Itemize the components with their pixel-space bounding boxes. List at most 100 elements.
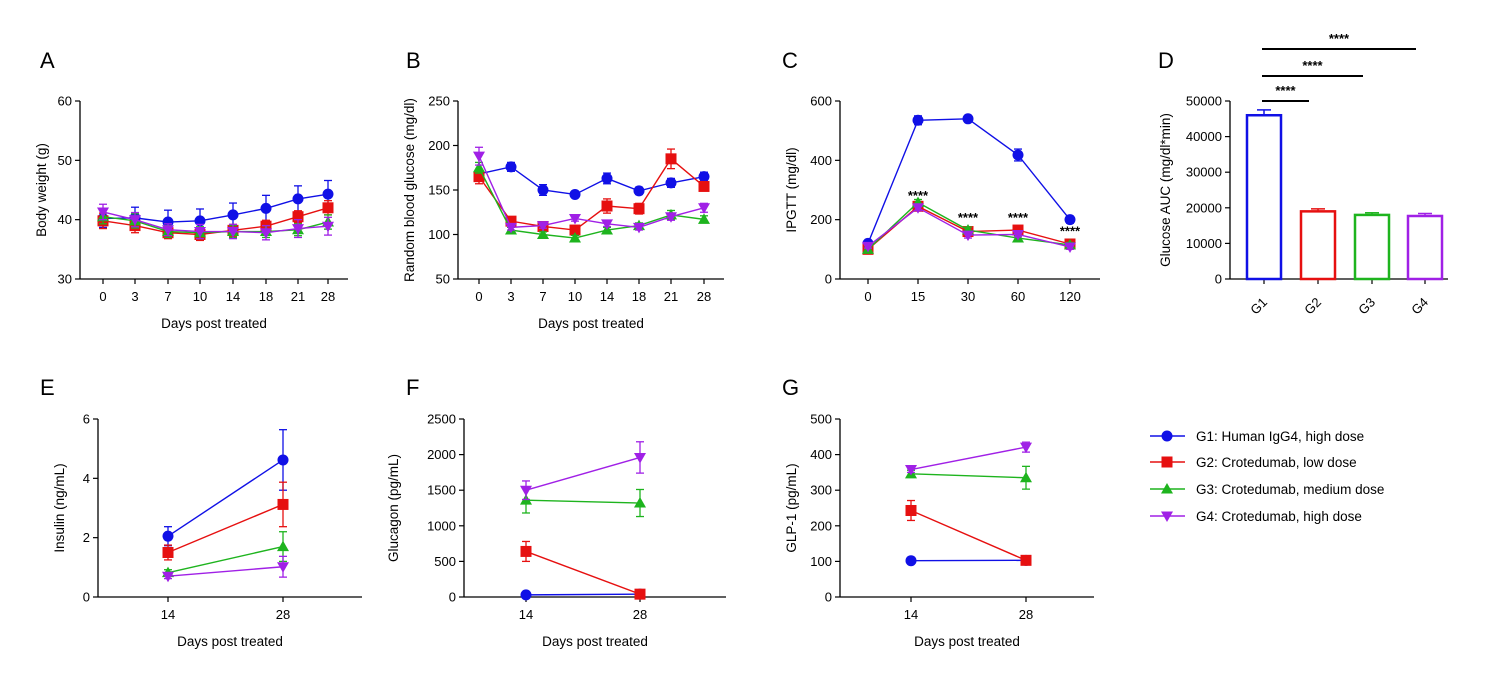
panel-e-ytick-label: 4 [83, 471, 90, 486]
panel-b-xtick-label: 21 [664, 289, 678, 304]
panel-a-ytick-label: 30 [58, 272, 72, 287]
panel-f-x-label: Days post treated [542, 634, 648, 649]
panel-a-point [129, 215, 141, 226]
panel-f-xtick-label: 14 [519, 607, 533, 622]
panel-e-y-label: Insulin (ng/mL) [52, 463, 67, 552]
panel-c-point [1064, 214, 1076, 226]
panel-b-point [505, 161, 517, 173]
legend-label: G4: Crotedumab, high dose [1196, 509, 1362, 524]
legend-label: G1: Human IgG4, high dose [1196, 429, 1364, 444]
panel-g-point [905, 555, 917, 567]
panel-g-ytick-label: 500 [810, 412, 832, 427]
panel-b-point [601, 172, 613, 184]
panel-b-series-line [478, 155, 705, 229]
panel-a-xtick-label: 18 [259, 289, 273, 304]
panel-e-xtick-label: 28 [276, 607, 290, 622]
panel-e-ytick-label: 2 [83, 530, 90, 545]
panel-d-xtick-label: G2 [1301, 295, 1324, 318]
panel-f-ytick-label: 0 [449, 590, 456, 605]
legend-label: G3: Crotedumab, medium dose [1196, 482, 1384, 497]
panel-g-series-line [910, 473, 1027, 479]
panel-c-xtick-label: 120 [1059, 289, 1081, 304]
panel-a-series-g4 [97, 203, 334, 241]
panel-b-point [505, 222, 517, 234]
panel-f-point [520, 485, 532, 497]
panel-g-point [905, 465, 917, 476]
panel-e-series-g3 [162, 531, 289, 578]
panel-a-series-line [102, 193, 329, 223]
panel-d-letter: D [1158, 48, 1174, 73]
legend: G1: Human IgG4, high dose G2: Crotedumab,… [1150, 429, 1384, 524]
panel-e-series-g2 [162, 481, 289, 561]
legend-item-g2: G2: Crotedumab, low dose [1150, 455, 1357, 470]
panel-c-ytick-label: 200 [810, 212, 832, 227]
panel-d-xtick-label: G4 [1408, 295, 1431, 318]
panel-c-annotation: **** [1008, 210, 1029, 225]
panel-d-bar-g3 [1353, 213, 1391, 281]
panel-g-xtick-label: 14 [904, 607, 918, 622]
panel-f-point [634, 452, 646, 464]
panel-e: E 0 2 4 6 14 28 Days post treated Insulin (ng/mL… [40, 375, 362, 649]
panel-d-significance-label: **** [1275, 83, 1296, 98]
panel-g-y-label: GLP-1 (pg/mL) [784, 463, 799, 552]
panel-b: B 50 100 150 200 250 0 3 7 10 14 18 21 28 Days post tr… [402, 48, 724, 331]
panel-e-series-g4 [162, 555, 289, 583]
panel-b-point [473, 161, 485, 173]
legend-item-g4: G4: Crotedumab, high dose [1150, 509, 1362, 524]
panel-g-ytick-label: 0 [825, 590, 832, 605]
panel-d-bar-g4 [1406, 214, 1444, 281]
panel-d-ytick-label: 50000 [1186, 94, 1222, 109]
panel-c-y-label: IPGTT (mg/dl) [784, 147, 799, 232]
panel-f-ytick-label: 1500 [427, 483, 456, 498]
panel-a-xtick-label: 10 [193, 289, 207, 304]
panel-c-xtick-label: 15 [911, 289, 925, 304]
panel-f-point [520, 589, 532, 601]
panel-f-point [634, 588, 646, 600]
panel-e-point [162, 571, 174, 583]
panel-a-point [162, 225, 174, 236]
panel-c-point [912, 114, 924, 126]
panel-b-point [698, 171, 710, 183]
panel-e-series-line [167, 459, 284, 537]
panel-f-series-line [525, 499, 641, 504]
panel-a-point [322, 221, 334, 233]
panel-b-ytick-label: 50 [436, 272, 450, 287]
panel-b-point [473, 171, 485, 183]
panel-g-series-g1 [905, 554, 1032, 567]
panel-g-ytick-label: 400 [810, 447, 832, 462]
panel-b-point [633, 203, 645, 215]
panel-d: D 0 10000 20000 30000 40000 50000 G1 G2 G3 G4 Gluco… [1158, 31, 1448, 317]
panel-f: F 0 500 1000 1500 2000 2500 14 28 Days post treat… [386, 375, 726, 649]
panel-c-annotation: **** [908, 188, 929, 203]
panel-g-xtick-label: 28 [1019, 607, 1033, 622]
panel-b-point [537, 221, 549, 232]
panel-b-point [537, 184, 549, 196]
panel-a-series-line [102, 211, 329, 234]
panel-c-annotation: **** [1060, 224, 1081, 239]
panel-b-point [473, 151, 485, 163]
panel-g-ytick-label: 100 [810, 554, 832, 569]
panel-a-y-label: Body weight (g) [34, 143, 49, 237]
panel-d-xtick-label: G1 [1247, 295, 1270, 318]
panel-c-xtick-label: 60 [1011, 289, 1025, 304]
panel-g-x-label: Days post treated [914, 634, 1020, 649]
panel-c-ytick-label: 600 [810, 94, 832, 109]
panel-a-point [260, 202, 272, 214]
panel-b-series-g1 [473, 161, 710, 200]
panel-f-ytick-label: 2000 [427, 447, 456, 462]
panel-f-series-g2 [520, 540, 646, 600]
panel-b-point [633, 185, 645, 197]
panel-a-ytick-label: 40 [58, 212, 72, 227]
panel-d-ytick-label: 10000 [1186, 236, 1222, 251]
panel-b-y-label: Random blood glucose (mg/dl) [402, 98, 417, 282]
panel-g-series-line [910, 509, 1027, 561]
panel-e-series-line [167, 566, 284, 577]
panel-f-series-g1 [520, 588, 646, 601]
panel-e-series-line [167, 545, 284, 574]
panel-d-significance-label: **** [1302, 58, 1323, 73]
panel-a-letter: A [40, 48, 55, 73]
panel-c-letter: C [782, 48, 798, 73]
panel-f-point [634, 497, 646, 508]
panel-f-ytick-label: 2500 [427, 412, 456, 427]
